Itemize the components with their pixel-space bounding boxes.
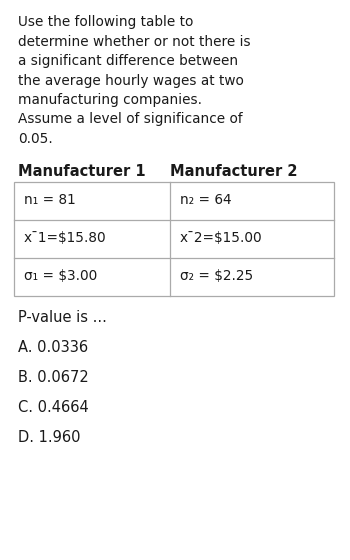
Text: a significant difference between: a significant difference between bbox=[18, 54, 238, 68]
Text: manufacturing companies.: manufacturing companies. bbox=[18, 93, 202, 107]
Text: D. 1.960: D. 1.960 bbox=[18, 430, 80, 445]
Text: x¯2=$15.00: x¯2=$15.00 bbox=[180, 231, 262, 245]
Text: σ₂ = $2.25: σ₂ = $2.25 bbox=[180, 269, 253, 283]
Text: C. 0.4664: C. 0.4664 bbox=[18, 399, 89, 414]
Text: B. 0.0672: B. 0.0672 bbox=[18, 370, 89, 385]
Text: Use the following table to: Use the following table to bbox=[18, 15, 193, 29]
Text: 0.05.: 0.05. bbox=[18, 132, 53, 146]
Text: determine whether or not there is: determine whether or not there is bbox=[18, 35, 251, 49]
Text: Manufacturer 2: Manufacturer 2 bbox=[170, 164, 298, 179]
Text: the average hourly wages at two: the average hourly wages at two bbox=[18, 73, 244, 87]
Text: Manufacturer 1: Manufacturer 1 bbox=[18, 164, 146, 179]
Text: P-value is ...: P-value is ... bbox=[18, 310, 107, 324]
Text: n₁ = 81: n₁ = 81 bbox=[24, 194, 76, 208]
Text: A. 0.0336: A. 0.0336 bbox=[18, 339, 88, 354]
Text: n₂ = 64: n₂ = 64 bbox=[180, 194, 232, 208]
Text: Assume a level of significance of: Assume a level of significance of bbox=[18, 113, 243, 127]
Text: x¯1=$15.80: x¯1=$15.80 bbox=[24, 231, 107, 245]
Bar bbox=[14, 181, 334, 296]
Text: σ₁ = $3.00: σ₁ = $3.00 bbox=[24, 269, 97, 283]
